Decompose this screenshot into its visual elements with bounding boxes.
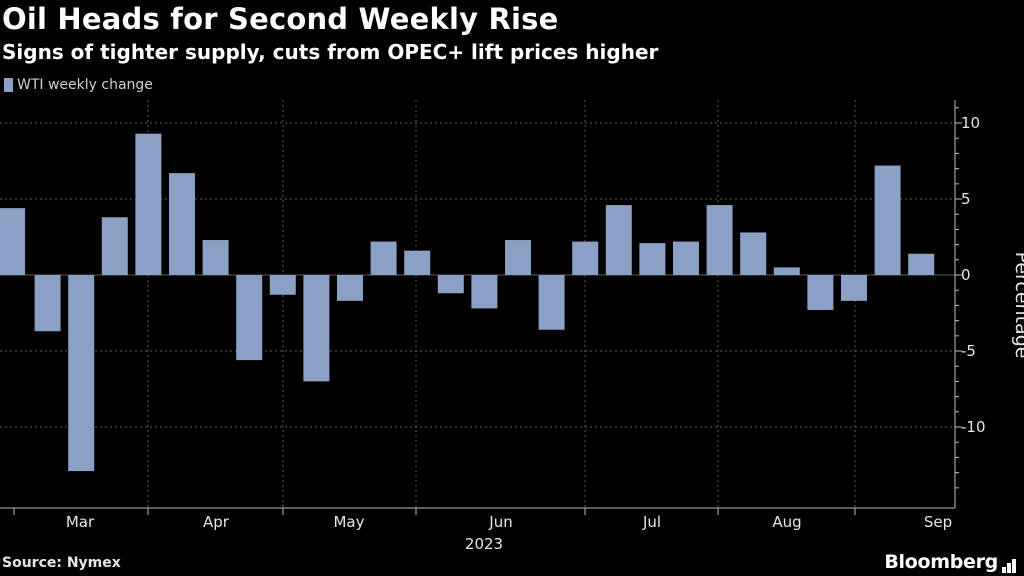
bar <box>807 275 834 310</box>
bar <box>169 173 195 275</box>
x-tick-label: Apr <box>203 513 230 531</box>
x-tick-label: Aug <box>772 513 801 531</box>
bar <box>639 243 666 275</box>
bar <box>202 240 229 275</box>
bar <box>773 267 800 275</box>
bars <box>0 133 935 472</box>
legend: WTI weekly change <box>4 77 153 93</box>
y-tick-label: 5 <box>961 190 971 208</box>
y-axis-title: Percentage <box>1011 252 1024 359</box>
bar <box>68 275 95 472</box>
x-axis-year: 2023 <box>465 535 503 553</box>
bar <box>303 275 330 382</box>
chart-title: Oil Heads for Second Weekly Rise <box>2 2 559 36</box>
bar <box>740 232 767 275</box>
x-tick-label: Jun <box>488 513 512 531</box>
bar <box>605 205 632 275</box>
bar <box>269 275 296 295</box>
bar <box>572 241 599 275</box>
y-tick-label: -10 <box>961 418 986 436</box>
y-tick-label: 0 <box>961 266 971 284</box>
x-tick-label: Jul <box>642 513 661 531</box>
legend-swatch <box>4 78 13 92</box>
chart-subtitle: Signs of tighter supply, cuts from OPEC+… <box>2 40 659 64</box>
bar <box>908 253 935 275</box>
bar <box>370 241 397 275</box>
bar <box>874 165 901 275</box>
bloomberg-bars-icon <box>1002 555 1020 573</box>
bar <box>101 217 128 275</box>
y-tick-label: -5 <box>961 342 976 360</box>
bar <box>538 275 565 330</box>
bar <box>673 241 699 275</box>
source-note: Source: Nymex <box>2 555 121 571</box>
y-tick-label: 10 <box>961 114 980 132</box>
x-tick-label: Sep <box>924 513 952 531</box>
x-tick-label: Mar <box>66 513 95 531</box>
y-axis: 10 5 0 -5 -10 Percentage <box>954 100 1024 508</box>
bar <box>236 275 263 361</box>
x-tick-label: May <box>333 513 364 531</box>
bar <box>505 240 531 275</box>
bar <box>706 205 733 275</box>
bar <box>337 275 363 301</box>
bloomberg-logo: Bloomberg <box>884 551 998 573</box>
x-axis: Mar Apr May Jun Jul Aug Sep 2023 <box>0 507 955 553</box>
bar <box>0 208 25 275</box>
bar <box>471 275 498 309</box>
bar <box>135 133 162 275</box>
bar <box>34 275 61 332</box>
bar <box>437 275 464 294</box>
legend-label: WTI weekly change <box>17 77 153 93</box>
bar <box>404 250 431 275</box>
bar <box>841 275 867 301</box>
